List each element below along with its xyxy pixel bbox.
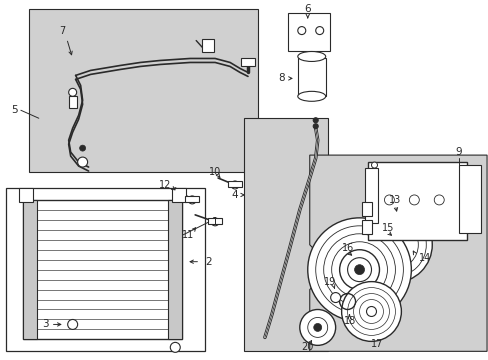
Bar [68,96,77,108]
Bar [168,200,182,339]
Circle shape [339,250,379,289]
Text: 1: 1 [212,217,218,227]
Text: 18: 18 [343,316,355,327]
Text: 19: 19 [323,276,335,287]
Text: 14: 14 [419,253,431,263]
Circle shape [313,323,321,332]
Text: 3: 3 [42,319,49,329]
Bar [208,218,222,224]
Polygon shape [29,9,258,172]
Bar [23,200,37,339]
Text: 17: 17 [370,339,383,349]
Text: 16: 16 [341,243,353,253]
Circle shape [170,342,180,352]
Circle shape [68,88,77,96]
Polygon shape [244,118,327,351]
Bar [202,39,214,53]
Bar [287,13,329,50]
Circle shape [366,306,376,316]
Circle shape [330,293,340,302]
Circle shape [211,218,219,226]
Circle shape [433,195,443,205]
Circle shape [230,181,239,189]
Text: 9: 9 [455,147,462,157]
Circle shape [315,27,323,35]
Text: 5: 5 [12,105,18,115]
Bar [361,202,371,216]
Bar [361,220,371,234]
Text: 10: 10 [208,167,221,177]
Text: 11: 11 [182,230,194,240]
Bar [172,188,186,202]
Polygon shape [6,188,205,351]
Ellipse shape [329,243,388,297]
Circle shape [347,258,371,282]
Bar [19,188,33,202]
Text: 13: 13 [388,195,401,205]
Circle shape [297,27,305,35]
Bar [364,168,378,223]
Ellipse shape [297,51,325,62]
Text: 4: 4 [231,190,238,200]
Bar [227,181,242,187]
Ellipse shape [297,91,325,101]
Text: 20: 20 [301,342,313,352]
Text: 15: 15 [381,223,393,233]
Bar [185,196,199,202]
Text: 2: 2 [205,257,211,267]
Circle shape [313,124,318,129]
Circle shape [313,118,318,123]
Bar [367,162,466,240]
Circle shape [371,162,377,168]
Circle shape [408,195,419,205]
Circle shape [354,265,364,275]
Bar [458,165,480,233]
Circle shape [80,145,85,151]
Circle shape [299,310,335,345]
Circle shape [78,157,87,167]
Circle shape [356,207,431,283]
Circle shape [188,196,196,204]
Bar [297,58,325,96]
Polygon shape [309,155,486,351]
Text: 8: 8 [278,73,285,84]
Circle shape [384,195,394,205]
Circle shape [307,218,410,321]
Text: 7: 7 [60,26,66,36]
Text: 6: 6 [304,4,310,14]
Text: 12: 12 [159,180,171,190]
Circle shape [67,319,78,329]
Bar [23,200,182,339]
Bar [241,58,254,67]
Circle shape [341,282,401,341]
